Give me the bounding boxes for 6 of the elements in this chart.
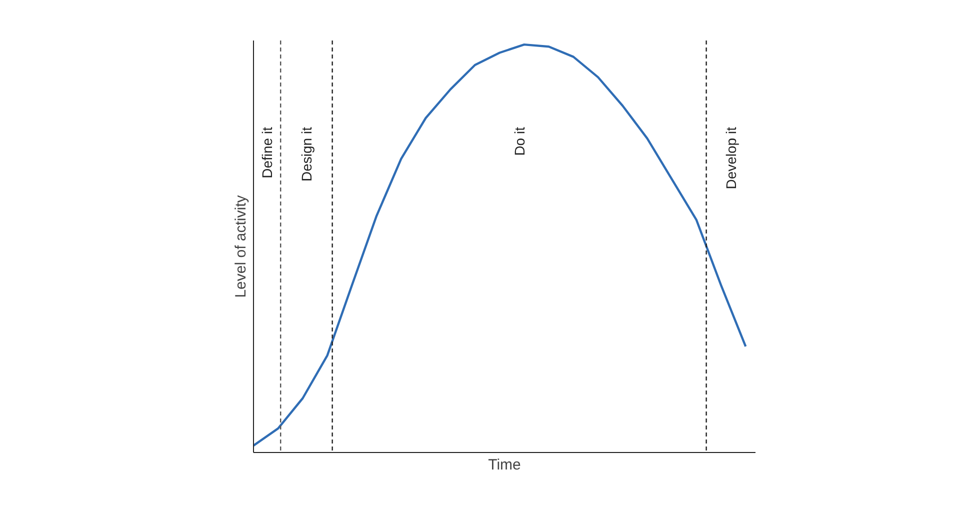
annotation: Design it [298, 126, 314, 182]
y-axis-title: Level of activity [232, 194, 250, 298]
annotation: Define it [259, 126, 276, 178]
annotation: Do it [511, 126, 528, 156]
annotation: Develop it [722, 126, 739, 190]
x-axis-title: Time [488, 456, 521, 474]
